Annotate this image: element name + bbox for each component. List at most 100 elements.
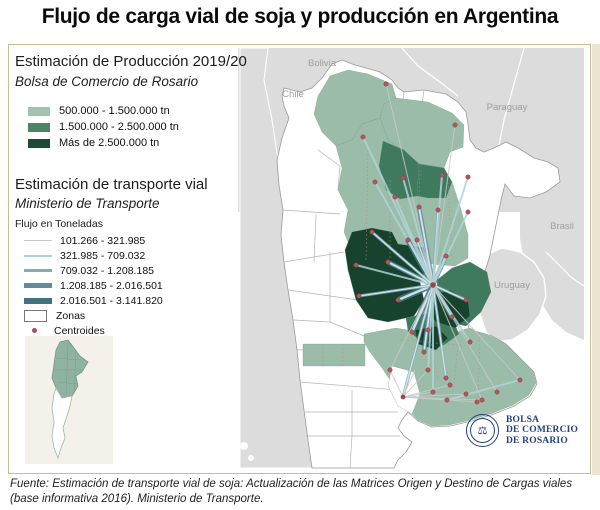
inset-north-green [51, 339, 89, 399]
centroid-dot [435, 207, 441, 213]
centroid-dot [353, 262, 359, 268]
production-class-label: 500.000 - 1.500.000 tn [59, 105, 170, 117]
flow-line [432, 284, 498, 393]
coast-island [248, 455, 254, 461]
centroid-dot [356, 293, 362, 299]
bcr-logo-line: BOLSA [506, 414, 540, 425]
flow-line [432, 284, 467, 301]
flow-line [374, 181, 434, 286]
flow-hub-dot [430, 282, 436, 288]
flow-lines-layer [355, 83, 521, 403]
centroid-dot [405, 237, 411, 243]
flow-line-sample [24, 240, 52, 241]
centroids-label: Centroides [54, 324, 105, 337]
centroid-dot [387, 367, 393, 373]
centroids-legend-row: Centroides [24, 323, 105, 338]
centroid-dot [414, 237, 420, 243]
flow-line [389, 369, 404, 398]
argentina-flow-map: Bolivia Chile Paraguay Brasil Uruguay [238, 47, 585, 469]
country-labels-layer: Bolivia Chile Paraguay Brasil Uruguay [282, 58, 574, 291]
page-title: Flujo de carga vial de soja y producción… [41, 5, 559, 28]
flow-line [371, 231, 434, 286]
flow-line [432, 211, 469, 286]
flow-hub-dot [400, 394, 406, 400]
centroid-dot [479, 397, 485, 403]
flow-line [402, 369, 429, 398]
centroid-dot [439, 172, 445, 178]
country-label-bolivia: Bolivia [308, 58, 337, 69]
brazil-area [520, 212, 584, 340]
centroid-dot [360, 134, 366, 140]
flow-line [432, 124, 456, 286]
flow-class-label: 101.266 - 321.985 [60, 234, 146, 247]
flow-line [432, 284, 483, 401]
flow-line [402, 177, 434, 286]
zone-medium [416, 163, 453, 199]
flow-class-label: 321.985 - 709.032 [60, 249, 146, 262]
flow-class-label: 1.208.185 - 2.016.501 [60, 279, 163, 292]
flow-line [389, 284, 434, 371]
centroid-dot [467, 339, 473, 345]
centroid-dot [443, 375, 449, 381]
zones-label: Zonas [56, 309, 86, 322]
centroid-dot [449, 314, 455, 320]
production-legend-source: Bolsa de Comercio de Rosario [15, 74, 199, 89]
flow-line [397, 283, 434, 302]
flow-line [402, 391, 434, 398]
coast-island [240, 442, 248, 450]
flow-class-row: 2.016.501 - 3.141.820 [24, 293, 163, 308]
centroid-dot [517, 377, 523, 383]
flow-line [358, 284, 434, 297]
zones-legend-row: Zonas [24, 308, 85, 323]
flow-line [432, 176, 469, 286]
flow-line [446, 379, 521, 401]
bcr-seal-emblem-icon: ⚖ [470, 418, 495, 443]
country-label-uruguay: Uruguay [494, 280, 530, 291]
production-swatch [28, 106, 50, 116]
centroid-dot [452, 122, 458, 128]
centroid-dot [416, 204, 422, 210]
centroid-dot [463, 297, 469, 303]
panel-right-margin [592, 44, 600, 475]
centroid-dot [409, 329, 415, 335]
country-label-brasil: Brasil [550, 221, 574, 232]
production-class-row: 1.500.000 - 2.500.000 tn [28, 119, 179, 135]
production-class-row: Más de 2.500.000 tn [28, 135, 159, 151]
centroid-dot [369, 229, 375, 235]
production-swatch [28, 138, 50, 148]
centroid-dot [430, 389, 436, 395]
zones-swatch [24, 309, 47, 322]
centroid-swatch-wrap [24, 328, 45, 333]
inset-argentina-map [51, 339, 89, 460]
centroid-dot [465, 174, 471, 180]
flow-class-row: 321.985 - 709.032 [24, 248, 145, 263]
centroid-dot [465, 209, 471, 215]
flow-line [402, 384, 451, 398]
centroid-dot [395, 297, 401, 303]
centroid-dot [463, 391, 469, 397]
production-legend-title: Estimación de Producción 2019/20 [15, 53, 247, 70]
production-zones [302, 69, 537, 427]
flow-line [385, 83, 434, 286]
flow-line-sample [24, 269, 52, 272]
flow-line-sample [24, 254, 52, 257]
zone-light [302, 343, 366, 367]
centroid-dot [474, 399, 480, 405]
centroid-dot-icon [32, 328, 37, 333]
centroid-dot [425, 367, 431, 373]
flow-line [418, 206, 434, 286]
centroid-dot [494, 389, 500, 395]
bcr-logo: ⚖ BOLSA DE COMERCIO DE ROSARIO [466, 414, 578, 447]
centroid-dot [447, 382, 453, 388]
flow-line [387, 261, 434, 286]
inset-province-lines [55, 341, 82, 397]
flow-line [432, 174, 443, 286]
flow-line-sample [24, 297, 52, 304]
centroids-layer [353, 81, 523, 405]
centroid-dot [444, 397, 450, 403]
flow-line [402, 284, 434, 398]
production-class-row: 500.000 - 1.500.000 tn [28, 103, 170, 119]
flow-class-label: 709.032 - 1.208.185 [60, 264, 154, 277]
bcr-seal-icon: ⚖ [466, 414, 499, 447]
